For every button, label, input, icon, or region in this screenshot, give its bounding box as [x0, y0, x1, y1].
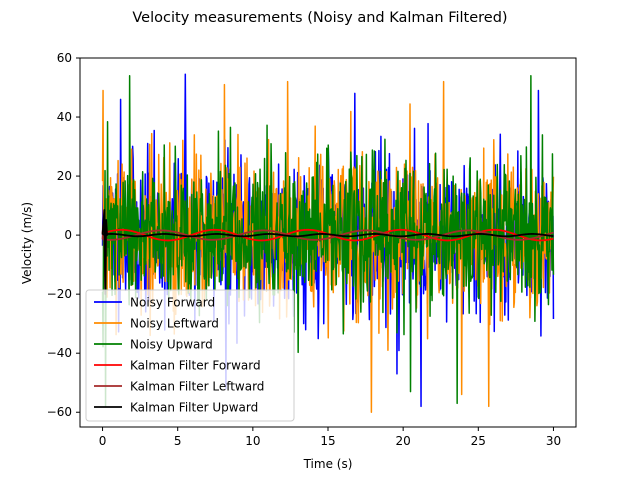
x-tick-label: 20 — [396, 434, 411, 448]
legend-label: Noisy Forward — [130, 296, 215, 310]
series-line-5 — [101, 213, 554, 278]
chart-title: Velocity measurements (Noisy and Kalman … — [132, 10, 507, 26]
legend-label: Noisy Upward — [130, 338, 213, 352]
legend-label: Noisy Leftward — [130, 317, 219, 331]
x-tick-label: 15 — [320, 434, 335, 448]
x-tick-label: 5 — [174, 434, 182, 448]
legend-label: Kalman Filter Forward — [130, 359, 261, 373]
series-line-6 — [101, 209, 554, 296]
y-axis: −60 −40 −20 0 20 40 60 — [47, 51, 80, 419]
y-tick-label: −40 — [47, 346, 72, 360]
x-tick-label: 25 — [471, 434, 486, 448]
y-tick-label: 0 — [64, 228, 72, 242]
legend-box — [85, 289, 295, 422]
y-tick-label: −20 — [47, 287, 72, 301]
x-tick-label: 10 — [245, 434, 260, 448]
y-tick-label: 60 — [57, 51, 72, 65]
x-tick-label: 0 — [99, 434, 107, 448]
y-tick-label: −60 — [47, 405, 72, 419]
y-axis-label: Velocity (m/s) — [20, 202, 34, 284]
x-tick-label: 30 — [546, 434, 561, 448]
y-tick-label: 20 — [57, 169, 72, 183]
series-line-3 — [101, 74, 555, 408]
legend: Noisy Forward Noisy Leftward Noisy Upward K… — [85, 289, 295, 422]
y-tick-label: 40 — [57, 110, 72, 124]
series-layer — [101, 73, 555, 413]
x-axis-label: Time (s) — [303, 457, 353, 471]
legend-label: Kalman Filter Leftward — [130, 380, 264, 394]
x-axis: 0 5 10 15 20 25 30 — [99, 427, 561, 448]
legend-label: Kalman Filter Upward — [130, 401, 258, 415]
